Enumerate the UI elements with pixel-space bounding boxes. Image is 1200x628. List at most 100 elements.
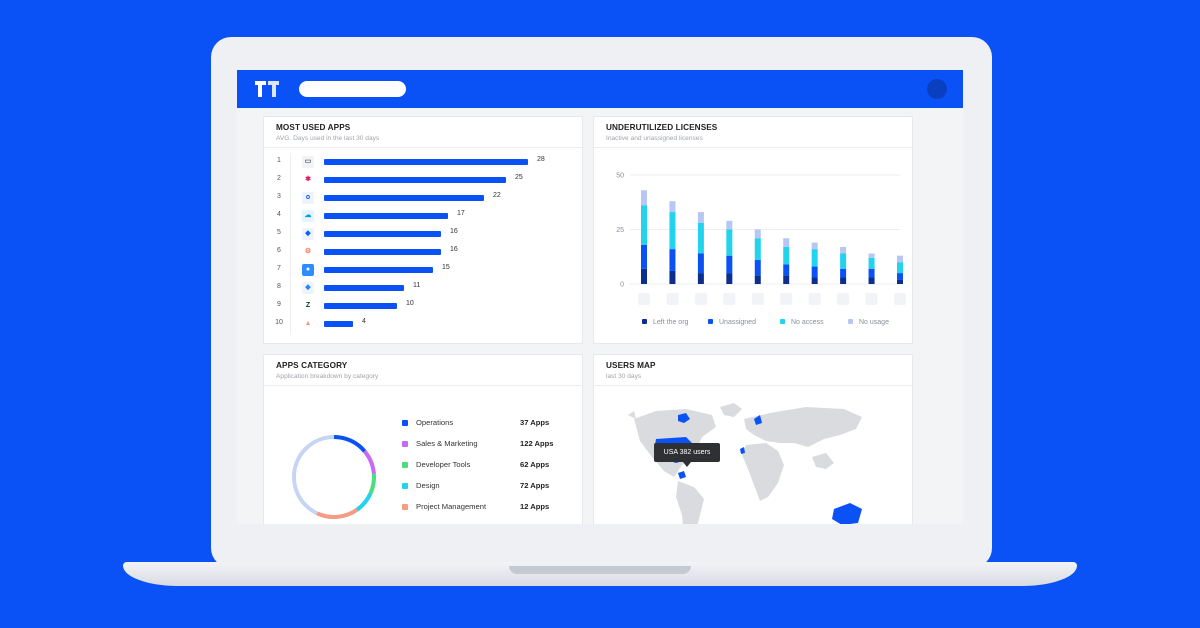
avatar[interactable]: [927, 79, 947, 99]
list-item[interactable]: 9 Z 10: [264, 298, 584, 316]
usage-bar: [324, 177, 506, 183]
list-item[interactable]: 7 ● 15: [264, 262, 584, 280]
rank-label: 1: [277, 157, 281, 164]
category-item[interactable]: Design 72 Apps: [402, 480, 572, 492]
donut-segment[interactable]: [368, 473, 376, 495]
legend-label: Left the org: [653, 319, 689, 326]
category-count: 122 Apps: [520, 439, 554, 448]
logo-icon: [255, 81, 279, 97]
africa-region[interactable]: [740, 447, 745, 454]
search-input[interactable]: [299, 81, 406, 97]
donut-segment[interactable]: [316, 508, 359, 519]
usage-bar: [324, 249, 441, 255]
card-title: APPS CATEGORY: [276, 361, 348, 370]
usage-bar: [324, 267, 433, 273]
bar-segment-no-usage: [641, 190, 647, 206]
zendesk-icon: Z: [302, 300, 314, 312]
category-name: Design: [416, 481, 440, 490]
category-count: 62 Apps: [520, 460, 550, 469]
underutilized-licenses-card: UNDERUTILIZED LICENSES Inactive and unas…: [593, 116, 913, 344]
legend-swatch: [642, 319, 647, 324]
bar-segment-unassigned: [840, 268, 847, 278]
bar-segment-no-access: [897, 262, 903, 274]
app-10-icon: ▲: [302, 318, 314, 330]
app-8-icon: [837, 293, 850, 305]
jira-icon: ◆: [302, 282, 314, 294]
legend-label: Unassigned: [719, 319, 756, 326]
usage-bar: [324, 159, 528, 165]
category-name: Developer Tools: [416, 460, 471, 469]
list-item[interactable]: 10 ▲ 4: [264, 316, 584, 334]
divider: [594, 147, 912, 148]
category-item[interactable]: Project Management 12 Apps: [402, 501, 572, 513]
card-subtitle: Inactive and unassigned licenses: [606, 135, 703, 142]
bar-segment-no-usage: [697, 212, 704, 223]
licenses-chart: 50 25 0 Left the org Unassigned No access No u…: [616, 173, 906, 326]
bar-segment-no-usage: [811, 242, 818, 250]
hubspot-icon: ⚙: [302, 246, 314, 258]
divider: [264, 147, 582, 148]
zoom-icon: [638, 293, 650, 305]
rank-label: 2: [277, 175, 281, 182]
zoom-icon: ●: [302, 264, 314, 276]
bar-segment-unassigned: [641, 244, 647, 269]
legend-swatch: [708, 319, 713, 324]
category-name: Sales & Marketing: [416, 439, 478, 448]
world-map[interactable]: [594, 385, 914, 524]
bar-segment-left-the-org: [840, 277, 847, 284]
australia-region[interactable]: [832, 503, 862, 524]
usage-bar: [324, 213, 448, 219]
bar-segment-left-the-org: [697, 273, 704, 284]
divider: [290, 153, 291, 335]
bar-segment-unassigned: [811, 266, 818, 278]
list-item[interactable]: 8 ◆ 11: [264, 280, 584, 298]
category-name: Operations: [416, 418, 454, 427]
bar-segment-no-usage: [783, 238, 790, 247]
donut-segment[interactable]: [363, 450, 376, 474]
central-america-region[interactable]: [678, 471, 686, 479]
app-2-icon: [666, 293, 679, 305]
card-subtitle: last 30 days: [606, 373, 642, 380]
app-1-icon: ▭: [302, 156, 314, 168]
usage-bar: [324, 231, 441, 237]
list-item[interactable]: 4 ☁ 17: [264, 208, 584, 226]
europe-region[interactable]: [754, 415, 762, 425]
bar-segment-left-the-org: [754, 275, 761, 284]
asana-icon: [808, 293, 821, 305]
category-name: Project Management: [416, 502, 487, 511]
usage-bar: [324, 195, 484, 201]
list-item[interactable]: 1 ▭ 28: [264, 154, 584, 172]
okta-icon: o: [302, 192, 314, 204]
donut-segment[interactable]: [333, 435, 367, 453]
bar-segment-no-access: [641, 205, 647, 245]
bar-segment-no-usage: [754, 229, 761, 239]
app-4-icon: [723, 293, 736, 305]
category-count: 37 Apps: [520, 418, 550, 427]
rank-label: 7: [277, 265, 281, 272]
usage-value: 16: [450, 246, 458, 253]
rank-label: 4: [277, 211, 281, 218]
map-tooltip: USA 382 users: [654, 443, 720, 467]
rank-label: 5: [277, 229, 281, 236]
usage-bar: [324, 303, 397, 309]
salesforce-icon: [751, 293, 764, 305]
legend-label: No usage: [859, 319, 889, 326]
usage-value: 17: [457, 210, 465, 217]
list-item[interactable]: 3 o 22: [264, 190, 584, 208]
adobe-icon: [694, 293, 707, 305]
category-item[interactable]: Sales & Marketing 122 Apps: [402, 438, 572, 450]
category-item[interactable]: Operations 37 Apps: [402, 417, 572, 429]
list-item[interactable]: 6 ⚙ 16: [264, 244, 584, 262]
y-tick-label: 50: [616, 173, 624, 180]
list-item[interactable]: 2 ✱ 25: [264, 172, 584, 190]
bar-segment-no-access: [669, 212, 676, 250]
rank-label: 8: [277, 283, 281, 290]
bar-segment-unassigned: [669, 249, 676, 271]
bar-segment-no-usage: [897, 255, 903, 263]
list-item[interactable]: 5 ◆ 16: [264, 226, 584, 244]
donut-segment[interactable]: [355, 492, 373, 512]
category-color-dot: [402, 441, 408, 447]
bar-segment-no-access: [868, 257, 875, 269]
canada-region[interactable]: [678, 413, 690, 423]
category-item[interactable]: Developer Tools 62 Apps: [402, 459, 572, 471]
